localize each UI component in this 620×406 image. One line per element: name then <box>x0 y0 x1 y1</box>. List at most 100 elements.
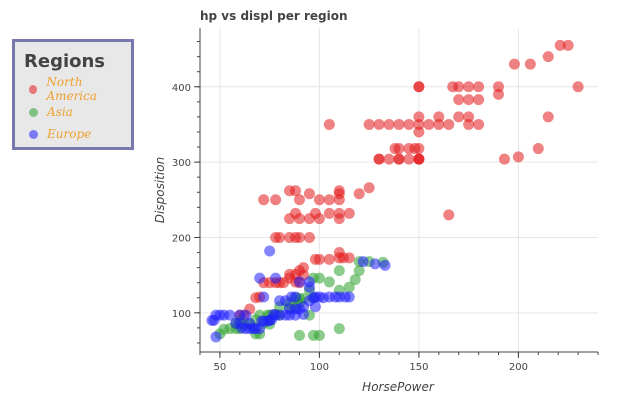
point-europe <box>206 314 218 326</box>
point-europe <box>357 256 369 268</box>
point-europe <box>264 245 276 257</box>
point-europe <box>297 308 309 320</box>
x-tick-label: 200 <box>509 362 528 373</box>
point-north-america <box>413 153 425 165</box>
x-tick-label: 50 <box>214 362 227 373</box>
point-north-america <box>258 194 270 206</box>
data-points <box>206 39 584 343</box>
point-europe <box>290 291 302 303</box>
legend: Regions North America Asia Europe <box>12 39 134 150</box>
point-north-america <box>383 153 395 165</box>
point-north-america <box>284 231 296 243</box>
point-north-america <box>333 194 345 206</box>
y-tick-label: 100 <box>172 309 191 320</box>
point-north-america <box>473 81 485 93</box>
legend-dot-europe <box>29 129 38 139</box>
y-tick-label: 300 <box>172 158 191 169</box>
legend-label-europe: Europe <box>47 127 92 141</box>
point-north-america <box>403 118 415 130</box>
point-north-america <box>554 39 566 51</box>
point-north-america <box>498 153 510 165</box>
point-north-america <box>353 188 365 200</box>
point-europe <box>313 291 325 303</box>
point-europe <box>294 276 305 288</box>
point-asia <box>307 329 319 341</box>
point-north-america <box>443 118 455 130</box>
point-north-america <box>403 143 415 155</box>
point-north-america <box>433 111 445 123</box>
point-north-america <box>313 194 325 206</box>
point-north-america <box>572 81 584 93</box>
point-north-america <box>443 209 455 221</box>
point-north-america <box>284 185 296 197</box>
y-axis-label: Disposition <box>153 157 167 223</box>
point-asia <box>333 265 345 277</box>
x-tick-label: 150 <box>409 362 428 373</box>
point-north-america <box>413 111 425 123</box>
axes <box>194 28 599 358</box>
point-asia <box>294 329 305 341</box>
point-europe <box>244 317 256 329</box>
legend-item-asia: Asia <box>29 104 73 120</box>
point-north-america <box>463 81 475 93</box>
point-asia <box>349 274 361 286</box>
point-north-america <box>303 188 315 200</box>
point-north-america <box>423 118 435 130</box>
point-north-america <box>463 94 475 106</box>
legend-dot-north-america <box>29 84 38 94</box>
point-north-america <box>413 118 425 130</box>
legend-item-europe: Europe <box>29 126 91 142</box>
y-tick-label: 200 <box>172 233 191 244</box>
point-north-america <box>284 213 296 225</box>
legend-label-north-america: North America <box>46 75 98 103</box>
point-north-america <box>309 253 321 265</box>
point-europe <box>270 272 282 284</box>
point-north-america <box>463 118 475 130</box>
point-north-america <box>389 143 401 155</box>
point-europe <box>258 291 270 303</box>
point-north-america <box>323 253 335 265</box>
point-north-america <box>447 81 459 93</box>
point-north-america <box>294 194 305 206</box>
point-north-america <box>453 94 465 106</box>
point-north-america <box>270 231 282 243</box>
legend-dot-asia <box>29 107 38 117</box>
point-europe <box>268 308 280 320</box>
legend-item-north-america: North America <box>29 75 131 103</box>
point-north-america <box>323 194 335 206</box>
point-europe <box>230 317 242 329</box>
point-north-america <box>270 194 282 206</box>
legend-title: Regions <box>24 51 106 72</box>
point-north-america <box>413 143 425 155</box>
tick-labels: 50 100 150 200 100 200 300 400 <box>172 83 528 373</box>
chart-title: hp vs displ per region <box>200 9 348 23</box>
point-north-america <box>413 81 425 93</box>
point-europe <box>290 303 302 315</box>
point-europe <box>254 272 266 284</box>
point-asia <box>343 281 355 293</box>
point-north-america <box>393 118 405 130</box>
point-north-america <box>250 292 262 304</box>
point-north-america <box>333 185 345 197</box>
point-north-america <box>532 143 544 155</box>
point-north-america <box>524 58 536 70</box>
x-axis-label: HorsePower <box>362 380 435 394</box>
point-asia <box>323 276 335 288</box>
point-asia <box>353 265 365 277</box>
point-north-america <box>323 207 335 219</box>
point-north-america <box>363 182 375 194</box>
point-north-america <box>473 118 485 130</box>
point-north-america <box>433 118 445 130</box>
point-north-america <box>343 252 355 264</box>
point-north-america <box>473 94 485 106</box>
point-europe <box>309 301 321 313</box>
point-north-america <box>333 213 345 225</box>
point-north-america <box>284 272 296 284</box>
point-north-america <box>323 118 335 130</box>
point-europe <box>303 281 315 293</box>
point-north-america <box>383 118 395 130</box>
x-tick-label: 100 <box>310 362 329 373</box>
y-tick-label: 400 <box>172 83 191 94</box>
point-north-america <box>403 153 415 165</box>
